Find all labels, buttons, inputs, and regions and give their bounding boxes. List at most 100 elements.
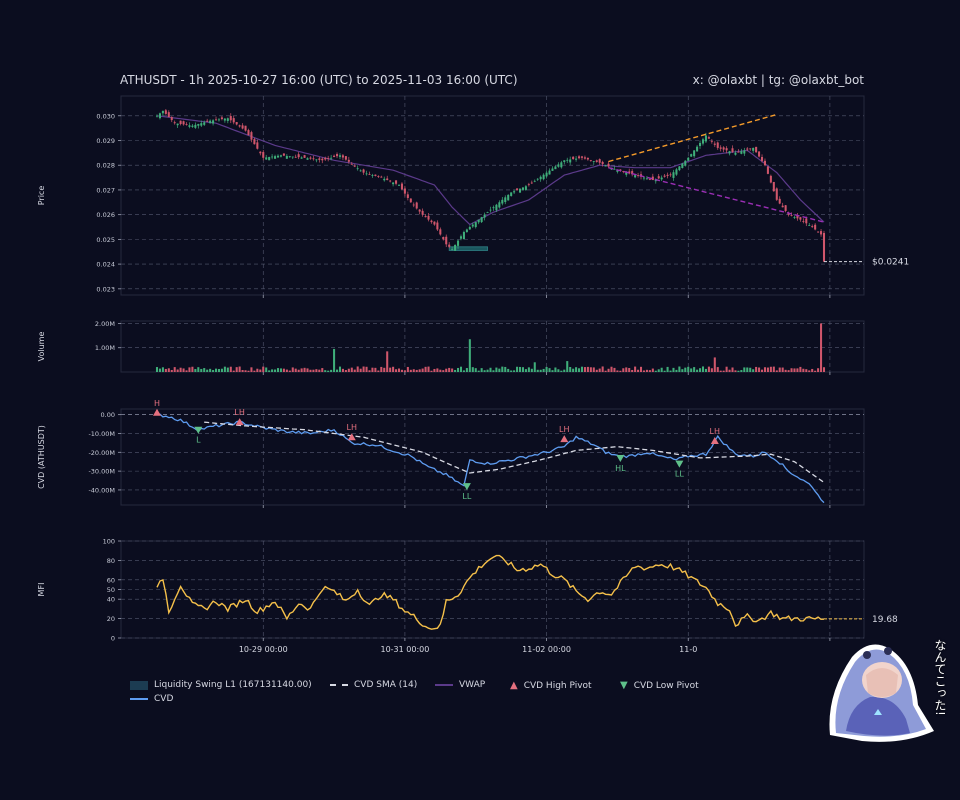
axes-layer: 0.023 0.024 0.025 0.026 0.027 0.028 0.029 0.030…: [37, 112, 831, 654]
candle-body: [179, 120, 182, 125]
volume-bar: [321, 368, 324, 372]
volume-bar: [628, 368, 631, 372]
mascot-sticker: なんてこった!: [822, 635, 947, 745]
candle-body: [790, 215, 793, 216]
volume-bar: [353, 369, 356, 372]
volume-bar: [220, 368, 223, 372]
volume-bar: [327, 370, 330, 372]
volume-bar: [542, 368, 545, 372]
cvd-high-pivot-marker: [560, 435, 569, 443]
panel-frame: [120, 95, 865, 296]
candle-body: [265, 157, 268, 160]
volume-bar: [465, 368, 468, 372]
candle-body: [586, 157, 589, 160]
y-tick-label: 0.024: [96, 261, 115, 269]
volume-bar: [344, 370, 347, 372]
volume-bar: [377, 370, 380, 372]
candle-body: [672, 172, 675, 178]
candle-body: [725, 148, 728, 151]
volume-bar: [182, 368, 185, 372]
candle-body: [285, 155, 288, 159]
candle-body: [365, 173, 368, 175]
x-tick-label: 11-0: [679, 645, 697, 654]
candle-body: [681, 163, 684, 168]
volume-bar: [696, 369, 699, 372]
chart-credit: x: @olaxbt | tg: @olaxbt_bot: [692, 73, 864, 87]
candle-body: [318, 158, 321, 160]
volume-bar: [778, 367, 781, 372]
y-tick-label: -20.00M: [88, 449, 115, 457]
legend-cvd-high: ▲ CVD High Pivot: [510, 680, 592, 691]
y-tick-label: 0: [111, 635, 115, 643]
volume-bar: [725, 366, 728, 372]
cvd-pivot-label: LH: [234, 408, 244, 417]
candle-body: [406, 194, 409, 198]
volume-bar: [601, 366, 604, 372]
candle-body: [548, 170, 551, 175]
volume-bar: [521, 367, 524, 372]
candle-body: [454, 244, 457, 251]
candle-body: [799, 217, 802, 220]
volume-bar: [315, 369, 318, 372]
candle-body: [356, 168, 359, 170]
candle-body: [191, 125, 194, 127]
candle-body: [155, 115, 159, 117]
volume-bar: [223, 366, 226, 372]
volume-bar: [799, 366, 802, 372]
candle-body: [397, 184, 401, 186]
volume-bar: [226, 367, 229, 372]
grid-layer: [120, 95, 865, 639]
volume-bar: [495, 367, 498, 372]
volume-bar: [380, 366, 383, 372]
candle-body: [622, 171, 625, 172]
candle-body: [164, 110, 167, 114]
volume-bar: [666, 366, 669, 372]
y-tick-label: 60: [107, 576, 115, 584]
candle-body: [545, 172, 548, 177]
volume-bar: [480, 368, 483, 372]
candle-body: [814, 224, 817, 230]
candle-body: [604, 165, 607, 167]
candle-body: [678, 166, 681, 171]
volume-bar: [722, 370, 725, 372]
volume-bar: [389, 367, 392, 372]
volume-bar: [371, 367, 374, 372]
volume-bar: [796, 368, 799, 372]
legend: Liquidity Swing L1 (167131140.00) CVD CV…: [130, 680, 830, 720]
y-tick-label: 0.023: [96, 285, 115, 293]
candle-body: [383, 178, 386, 181]
y-axis-label: MFI: [37, 583, 46, 597]
volume-bar: [663, 370, 666, 372]
candle-body: [722, 147, 725, 150]
volume-bar: [474, 368, 477, 372]
volume-bar: [300, 368, 303, 372]
candle-body: [521, 187, 524, 190]
candle-body: [634, 175, 637, 178]
volume-bar: [684, 367, 687, 372]
volume-bar: [161, 367, 164, 372]
candle-body: [616, 170, 619, 172]
volume-bar: [672, 367, 675, 372]
trendline-down: [608, 167, 825, 223]
volume-bar: [170, 369, 173, 372]
volume-bar: [572, 368, 575, 372]
volume-bar: [746, 367, 749, 372]
candle-body: [451, 249, 454, 251]
candle-body: [359, 170, 362, 172]
candle-body: [386, 178, 389, 181]
candle-body: [707, 137, 710, 139]
candle-body: [752, 147, 755, 151]
candle-body: [557, 164, 560, 167]
liquidity-zone: [448, 246, 488, 251]
volume-bar: [545, 366, 548, 372]
candle-body: [781, 205, 784, 208]
candle-body: [755, 146, 758, 153]
y-tick-label: -40.00M: [88, 486, 115, 494]
volume-bar: [217, 368, 221, 372]
candle-body: [775, 188, 778, 200]
cvd-high-pivot-marker: [153, 408, 161, 416]
candle-body: [513, 191, 516, 193]
candle-body: [704, 135, 707, 142]
volume-bar: [781, 367, 784, 372]
candle-body: [530, 182, 533, 184]
